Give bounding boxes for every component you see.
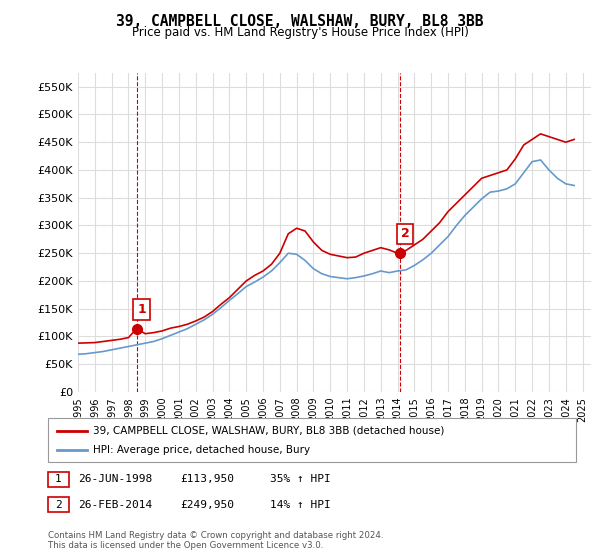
Text: HPI: Average price, detached house, Bury: HPI: Average price, detached house, Bury bbox=[93, 445, 310, 455]
Text: Price paid vs. HM Land Registry's House Price Index (HPI): Price paid vs. HM Land Registry's House … bbox=[131, 26, 469, 39]
Text: 35% ↑ HPI: 35% ↑ HPI bbox=[270, 474, 331, 484]
Text: 2: 2 bbox=[401, 227, 410, 240]
Text: 39, CAMPBELL CLOSE, WALSHAW, BURY, BL8 3BB: 39, CAMPBELL CLOSE, WALSHAW, BURY, BL8 3… bbox=[116, 14, 484, 29]
Text: 1: 1 bbox=[55, 474, 62, 484]
Text: Contains HM Land Registry data © Crown copyright and database right 2024.
This d: Contains HM Land Registry data © Crown c… bbox=[48, 530, 383, 550]
Text: 26-JUN-1998: 26-JUN-1998 bbox=[78, 474, 152, 484]
Text: 2: 2 bbox=[55, 500, 62, 510]
Text: 14% ↑ HPI: 14% ↑ HPI bbox=[270, 500, 331, 510]
Text: 39, CAMPBELL CLOSE, WALSHAW, BURY, BL8 3BB (detached house): 39, CAMPBELL CLOSE, WALSHAW, BURY, BL8 3… bbox=[93, 426, 445, 436]
Text: £113,950: £113,950 bbox=[180, 474, 234, 484]
Text: 1: 1 bbox=[137, 303, 146, 316]
Text: 26-FEB-2014: 26-FEB-2014 bbox=[78, 500, 152, 510]
Text: £249,950: £249,950 bbox=[180, 500, 234, 510]
